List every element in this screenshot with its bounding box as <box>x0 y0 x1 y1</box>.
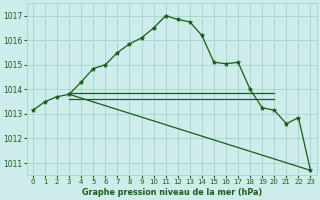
X-axis label: Graphe pression niveau de la mer (hPa): Graphe pression niveau de la mer (hPa) <box>82 188 262 197</box>
